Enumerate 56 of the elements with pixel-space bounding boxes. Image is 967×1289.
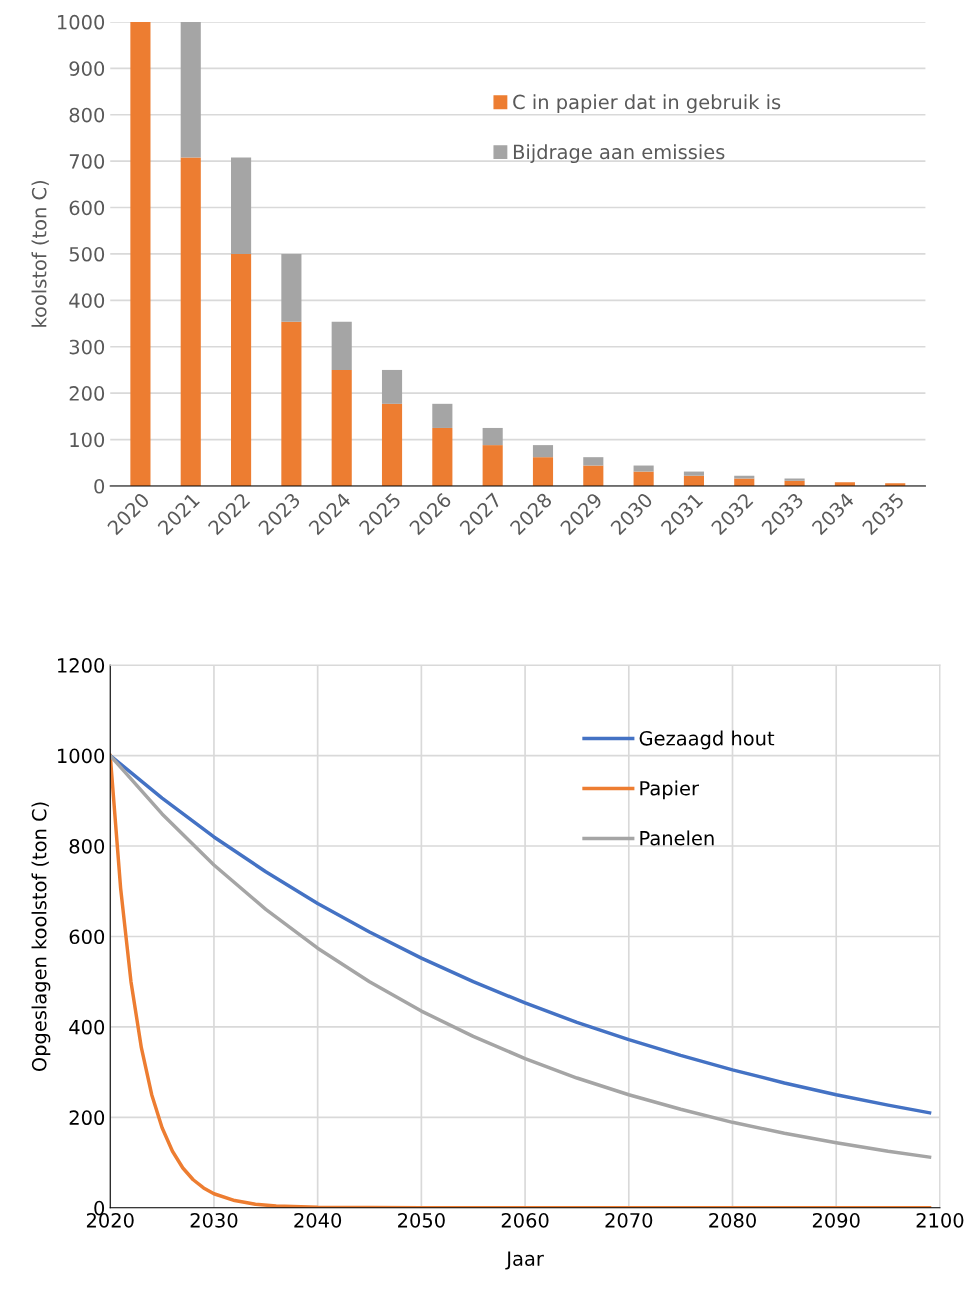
- y-tick-label: 0: [94, 478, 105, 494]
- bar: [180, 157, 201, 486]
- bar: [482, 427, 503, 446]
- y-tick-label: 800: [69, 107, 105, 123]
- bar: [381, 369, 403, 404]
- y-axis-title: Opgeslagen koolstof (ton C): [31, 802, 51, 1072]
- y-tick-label: 100: [70, 432, 105, 448]
- y-tick-label: 600: [69, 200, 105, 216]
- legend-label: C in papier dat in gebruik is: [513, 94, 781, 114]
- bar: [583, 457, 604, 466]
- x-tick-label: 2100: [916, 1213, 964, 1228]
- x-tick-label: 2090: [812, 1213, 860, 1228]
- bar: [331, 321, 352, 370]
- bar: [683, 471, 705, 476]
- y-tick-label: 800: [69, 838, 105, 854]
- bar: [281, 253, 302, 322]
- x-axis-title: Jaar: [505, 1251, 544, 1270]
- bar: [583, 465, 604, 486]
- x-tick-label: 2040: [294, 1213, 342, 1228]
- y-tick-label: 900: [69, 61, 105, 76]
- legend-label: Panelen: [640, 830, 714, 846]
- legend-label: Gezaagd hout: [639, 730, 775, 750]
- bar: [633, 471, 654, 486]
- bar: [231, 157, 252, 254]
- y-tick-label: 500: [69, 246, 105, 262]
- legend-label: Bijdrage aan emissies: [513, 144, 725, 164]
- y-tick-label: 300: [69, 339, 105, 355]
- bar: [331, 369, 352, 486]
- y-tick-label: 200: [69, 1110, 105, 1126]
- bar: [432, 427, 453, 486]
- x-tick-label: 2070: [605, 1213, 653, 1228]
- bar: [130, 21, 151, 486]
- bar: [432, 403, 453, 428]
- y-tick-label: 700: [69, 154, 105, 169]
- y-tick-label: 1200: [58, 658, 105, 673]
- y-tick-label: 600: [69, 929, 105, 945]
- bar: [482, 445, 503, 486]
- y-tick-label: 1000: [58, 748, 105, 764]
- bar: [180, 21, 201, 158]
- bar: [734, 475, 755, 479]
- bar: [532, 457, 554, 486]
- bar: [281, 321, 302, 486]
- y-tick-label: 400: [69, 293, 105, 308]
- x-tick-label: 2060: [501, 1213, 549, 1228]
- bar: [633, 465, 654, 472]
- legend-label: Papier: [640, 780, 699, 800]
- x-tick-label: 2030: [190, 1213, 238, 1228]
- y-tick-label: 1000: [58, 14, 105, 30]
- x-tick-label: 2080: [709, 1213, 756, 1228]
- y-axis-title: koolstof (ton C): [31, 181, 49, 327]
- y-tick-label: 200: [69, 386, 105, 401]
- bar: [231, 253, 252, 486]
- bar: [532, 445, 554, 458]
- bar: [381, 403, 403, 486]
- y-tick-label: 400: [69, 1019, 105, 1035]
- x-tick-label: 2050: [398, 1213, 445, 1228]
